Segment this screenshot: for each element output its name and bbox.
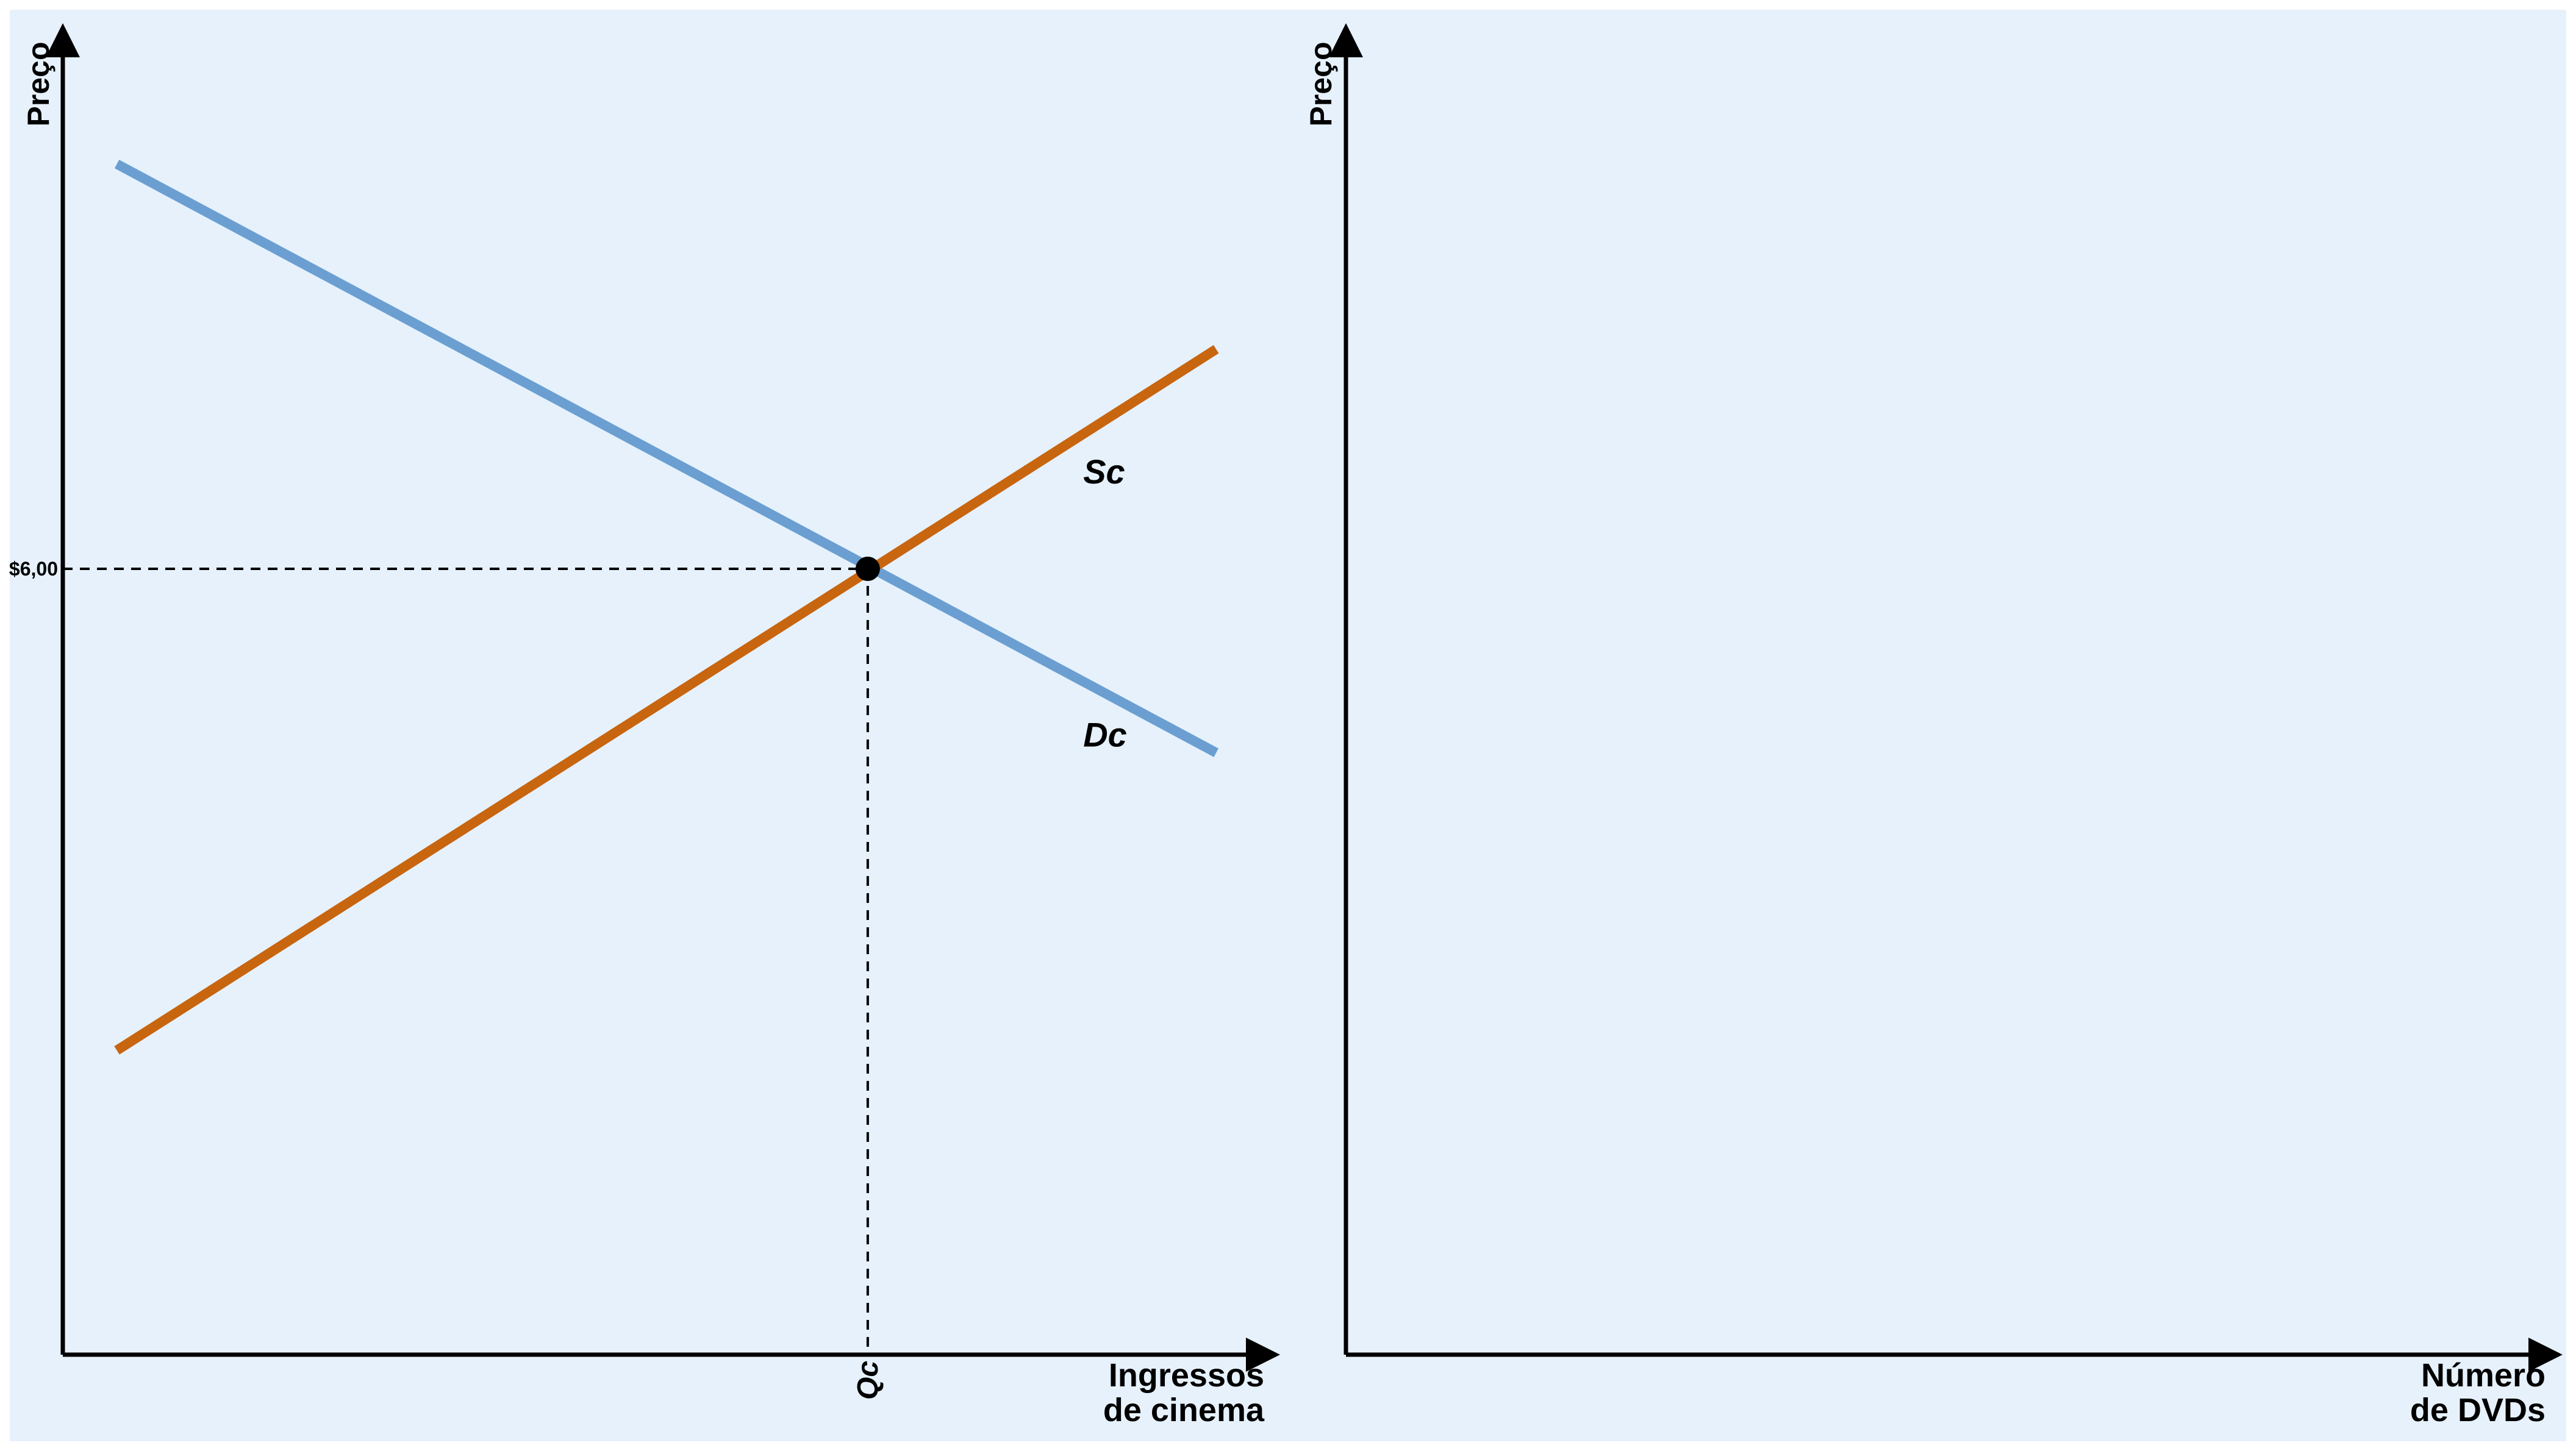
left-chart: Preço Ingressos de cinema $6,00 Qc Sc Dc [9,23,1280,1428]
demand-curve-dc [114,159,1218,757]
right-x-axis-label-line2: de DVDs [2410,1392,2546,1428]
equilibrium-point [855,557,880,582]
left-y-axis-label: Preço [21,42,55,127]
price-tick-label: $6,00 [9,558,58,580]
supply-curve-label: Sc [1083,452,1125,491]
chart-background [10,10,2566,1441]
right-y-axis-label: Preço [1304,42,1338,127]
quantity-tick-label: Qc [852,1361,884,1400]
right-x-axis-label-line1: Número [2421,1357,2546,1394]
left-x-axis-label-line2: de cinema [1103,1392,1265,1428]
right-chart: Preço Número de DVDs [1304,23,2563,1428]
supply-curve-sc [114,345,1219,1055]
demand-curve-label: Dc [1083,716,1127,754]
left-x-axis-label-line1: Ingressos [1109,1357,1264,1394]
